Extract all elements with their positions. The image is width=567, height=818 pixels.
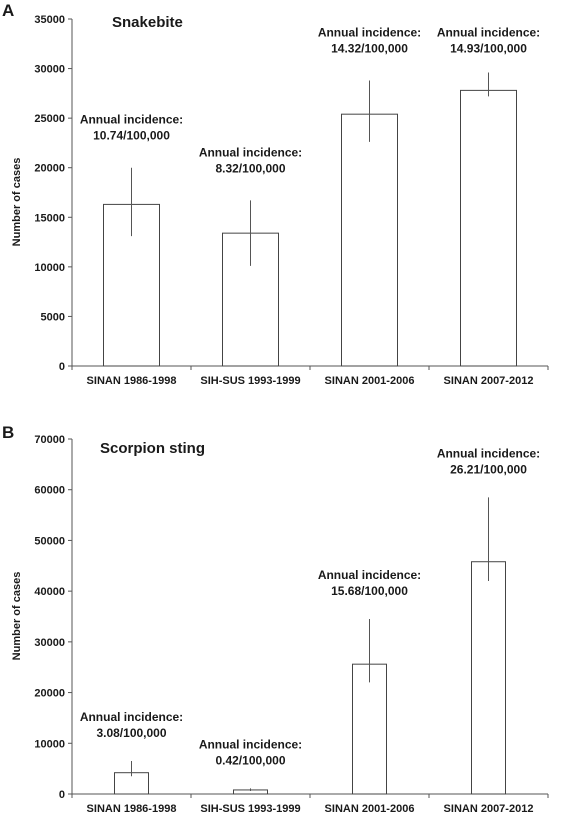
panel-a-annotation-label: Annual incidence: [437,26,540,40]
panel-a-letter: A [2,1,14,20]
panel-b-title: Scorpion sting [100,440,205,457]
panel-b-annotation-value: 15.68/100,000 [331,584,408,598]
panel-a-annotation-label: Annual incidence: [318,25,421,39]
panel-b-letter: B [2,423,14,442]
panel-b-annotation-value: 0.42/100,000 [215,753,285,767]
panel-a-plot: 0 5000 10000 15000 20000 25000 30000 35000 SINAN… [34,14,549,387]
panel-b-x-tick-label: SINAN 2001-2006 [325,803,415,815]
panel-b-y-tick-label: 0 [59,789,65,801]
panel-a: A Snakebite Number of cases 0 5000 10000 15… [2,1,549,387]
panel-b-annotation-label: Annual incidence: [437,446,540,460]
panel-a-y-tick-label: 0 [59,361,65,373]
panel-b-annotation-value: 3.08/100,000 [96,726,166,740]
panel-a-title: Snakebite [112,14,183,31]
panel-b-x-tick-label: SINAN 1986-1998 [87,803,177,815]
panel-a-y-tick-label: 35000 [34,14,65,26]
panel-a-annotation-label: Annual incidence: [199,145,302,159]
panel-a-y-tick-label: 25000 [34,113,65,125]
panel-a-y-tick-label: 10000 [34,262,65,274]
panel-a-x-tick-label: SINAN 2001-2006 [325,375,415,387]
panel-b-annotation-label: Annual incidence: [318,568,421,582]
panel-a-bar [460,89,517,367]
panel-b-y-axis-label: Number of cases [11,572,23,661]
panel-b: B Scorpion sting Number of cases 0 10000 2… [2,423,549,815]
panel-b-y-tick-label: 40000 [34,586,65,598]
panel-a-y-tick-label: 5000 [41,311,65,323]
panel-a-annotation-value: 8.32/100,000 [215,161,285,175]
panel-b-plot: 0 10000 20000 30000 40000 50000 60000 70000 SINA… [34,434,549,815]
panel-a-y-axis-label: Number of cases [11,158,23,247]
panel-b-y-tick-label: 20000 [34,688,65,700]
panel-a-bar [341,113,398,367]
panel-b-y-tick-label: 50000 [34,535,65,547]
panel-b-annotation-value: 26.21/100,000 [450,462,527,476]
panel-a-annotation-value: 14.93/100,000 [450,42,527,56]
panel-b-y-tick-label: 70000 [34,434,65,446]
panel-a-y-tick-label: 20000 [34,163,65,175]
panel-a-annotation-value: 14.32/100,000 [331,41,408,55]
panel-a-x-tick-label: SINAN 1986-1998 [87,375,177,387]
panel-b-annotation-label: Annual incidence: [199,737,302,751]
panel-b-bar [471,561,506,795]
panel-a-annotation-value: 10.74/100,000 [93,129,170,143]
panel-b-x-tick-label: SINAN 2007-2012 [444,803,534,815]
panel-a-y-tick-label: 15000 [34,212,65,224]
panel-a-x-tick-label: SIH-SUS 1993-1999 [200,375,300,387]
panel-b-annotation-label: Annual incidence: [80,710,183,724]
panel-b-y-tick-label: 30000 [34,637,65,649]
panel-a-y-tick-label: 30000 [34,64,65,76]
panel-b-y-tick-label: 60000 [34,485,65,497]
panel-a-annotation-label: Annual incidence: [80,113,183,127]
panel-b-x-tick-label: SIH-SUS 1993-1999 [200,803,300,815]
panel-b-bar [352,663,387,795]
panel-b-y-tick-label: 10000 [34,738,65,750]
panel-a-x-tick-label: SINAN 2007-2012 [444,375,534,387]
